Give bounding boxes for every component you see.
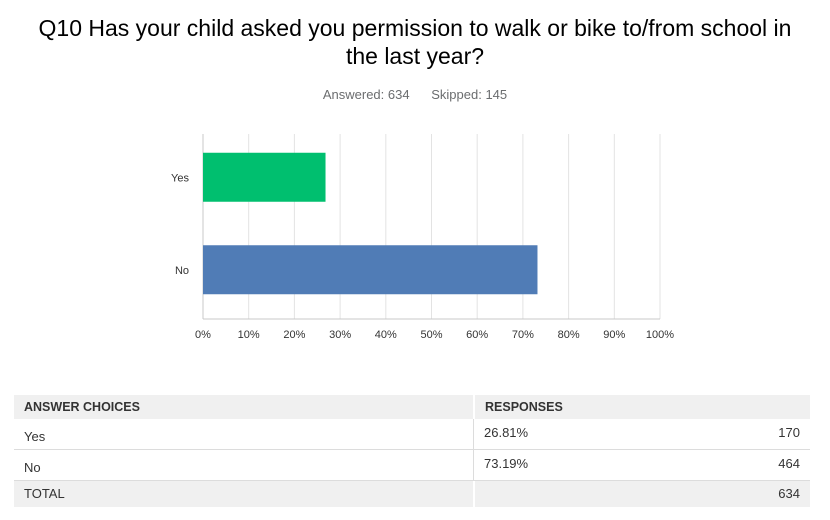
row-choice: Yes <box>24 429 46 444</box>
skipped-label: Skipped: <box>431 87 482 102</box>
x-tick-label: 100% <box>646 329 674 341</box>
row-percent: 73.19% <box>484 456 529 471</box>
row-choice: No <box>24 460 41 475</box>
table-row: No 73.19% 464 <box>14 450 810 481</box>
x-tick-label: 50% <box>420 329 442 341</box>
x-tick-label: 10% <box>238 329 260 341</box>
row-responses: 26.81% 170 <box>473 419 810 449</box>
responses-table: ANSWER CHOICES RESPONSES Yes 26.81% 170 … <box>14 395 810 507</box>
x-tick-label: 80% <box>558 329 580 341</box>
skipped-value: 145 <box>485 87 508 102</box>
table-header-row: ANSWER CHOICES RESPONSES <box>14 395 810 419</box>
row-percent: 26.81% <box>484 425 529 440</box>
x-tick-label: 30% <box>329 329 351 341</box>
skipped-stat: Skipped: 145 <box>431 87 507 102</box>
x-tick-label: 70% <box>512 329 534 341</box>
response-stats: Answered: 634 Skipped: 145 <box>0 87 830 102</box>
row-count: 464 <box>778 456 800 471</box>
total-value: 634 <box>778 486 800 501</box>
x-tick-label: 90% <box>603 329 625 341</box>
x-tick-label: 40% <box>375 329 397 341</box>
bar-yes <box>203 152 326 202</box>
x-tick-label: 60% <box>466 329 488 341</box>
header-answer-choices: ANSWER CHOICES <box>14 395 473 419</box>
table-row: Yes 26.81% 170 <box>14 419 810 450</box>
answered-stat: Answered: 634 <box>323 87 410 102</box>
question-title: Q10 Has your child asked you permission … <box>38 15 792 69</box>
x-tick-label: 0% <box>195 329 211 341</box>
answered-value: 634 <box>387 87 410 102</box>
total-label: TOTAL <box>14 481 473 507</box>
table-total-row: TOTAL 634 <box>14 481 810 507</box>
row-count: 170 <box>778 425 800 440</box>
x-tick-label: 20% <box>283 329 305 341</box>
row-responses: 73.19% 464 <box>473 450 810 480</box>
bar-no <box>203 245 538 295</box>
total-cell: 634 <box>473 481 810 507</box>
answered-label: Answered: <box>322 87 385 102</box>
category-label: Yes <box>171 172 189 184</box>
bar-chart: 0% 10% 20% 30% 40% 50% 60% 70% 80% 90% 100% Yes No <box>171 134 674 341</box>
category-label: No <box>175 265 189 277</box>
header-responses: RESPONSES <box>473 395 810 419</box>
